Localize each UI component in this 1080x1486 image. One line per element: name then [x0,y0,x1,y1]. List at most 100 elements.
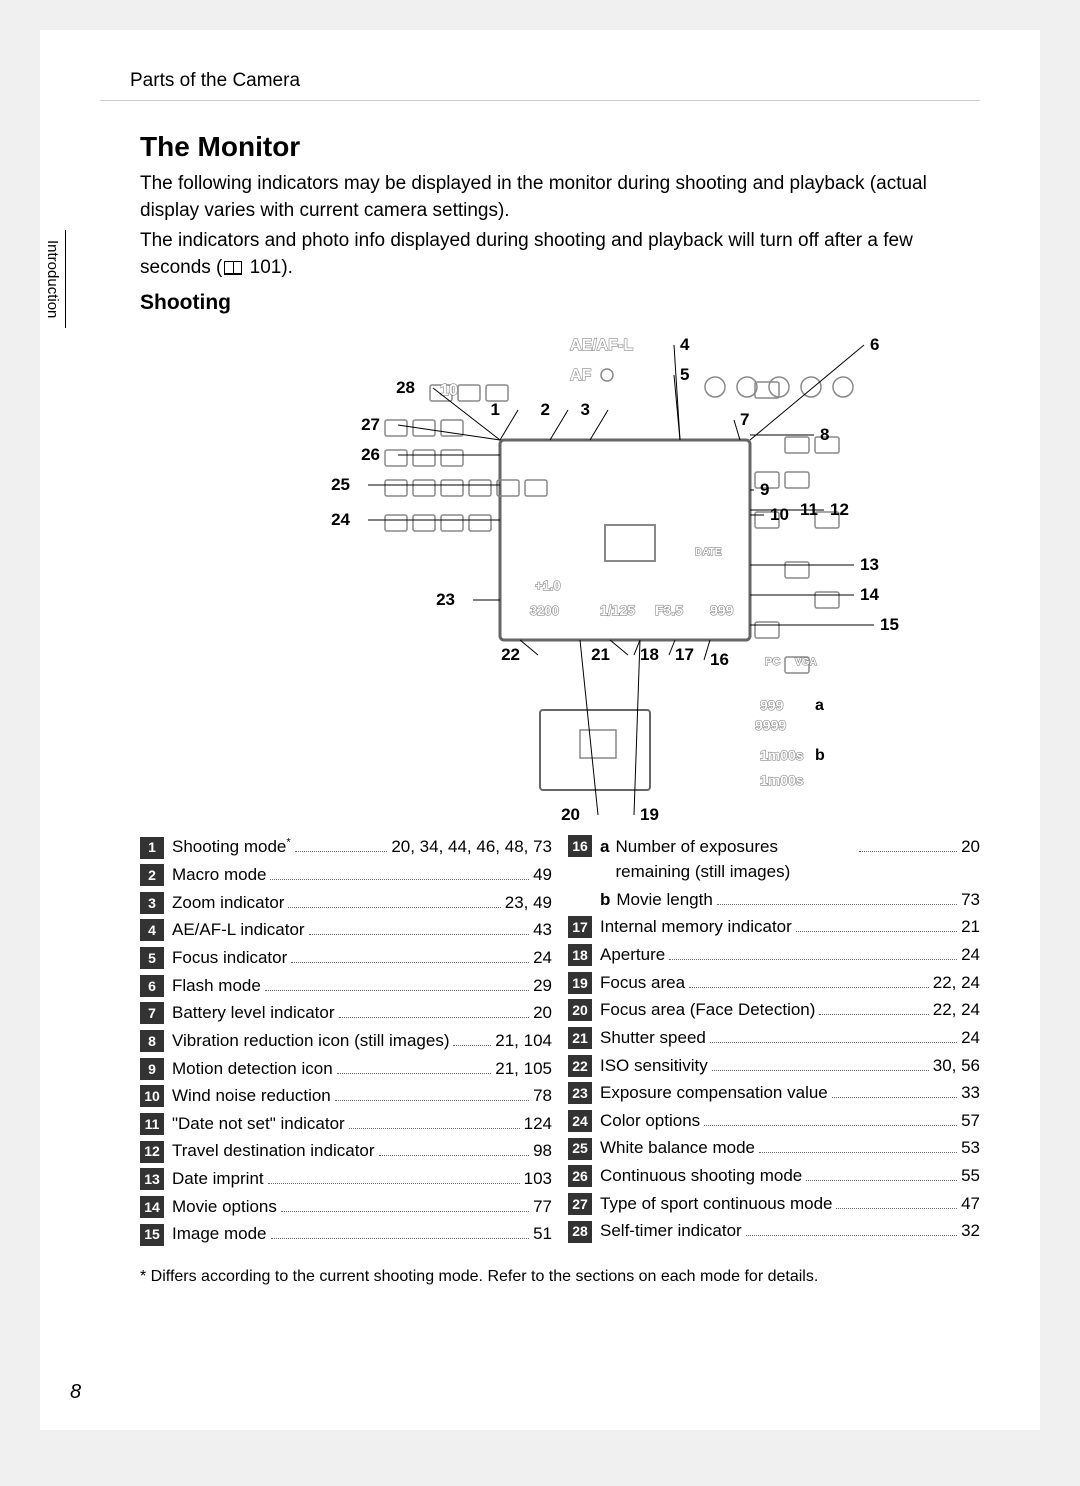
monitor-diagram: AE/AF-LAF10+1.032001/125F3.599999999991m… [220,325,900,825]
legend-number: 9 [140,1058,164,1080]
section-tab: Introduction [40,230,66,328]
legend-row: 2Macro mode49 [140,863,552,888]
legend-number: 12 [140,1141,164,1163]
legend-left-column: 1Shooting mode*20, 34, 44, 46, 48, 732Ma… [140,835,552,1250]
svg-text:1/125: 1/125 [600,602,635,618]
legend-number: 11 [140,1113,164,1135]
legend-row: 19Focus area22, 24 [568,971,980,996]
book-icon [224,261,242,275]
svg-text:4: 4 [680,335,690,354]
legend-pages: 22, 24 [933,998,980,1023]
footnote: * Differs according to the current shoot… [140,1268,980,1286]
header-breadcrumb: Parts of the Camera [100,70,980,101]
svg-text:26: 26 [361,445,380,464]
legend-row: 00bMovie length73 [568,888,980,913]
svg-text:14: 14 [860,585,879,604]
legend-row: 1 Shooting mode* 20, 34, 44, 46, 48, 73 [140,835,552,860]
legend-number: 23 [568,1082,592,1104]
legend-number: 8 [140,1030,164,1052]
legend-number: 24 [568,1110,592,1132]
legend-label: Zoom indicator [172,891,284,916]
legend-number: 17 [568,916,592,938]
svg-text:3: 3 [581,400,590,419]
legend-row: 21Shutter speed24 [568,1026,980,1051]
legend-label: Image mode [172,1222,267,1247]
legend-row: 18Aperture24 [568,943,980,968]
legend-pages: 24 [961,1026,980,1051]
legend-subkey: b [600,888,610,913]
svg-text:VGA: VGA [795,657,817,668]
legend-number: 7 [140,1002,164,1024]
legend-row: 27Type of sport continuous mode47 [568,1192,980,1217]
legend-number: 26 [568,1165,592,1187]
svg-text:7: 7 [740,410,749,429]
legend-row: 20Focus area (Face Detection)22, 24 [568,998,980,1023]
svg-text:2: 2 [541,400,550,419]
legend-pages: 20, 34, 44, 46, 48, 73 [391,835,552,860]
legend-number: 21 [568,1027,592,1049]
legend-pages: 20 [961,835,980,860]
svg-text:8: 8 [820,425,829,444]
legend-label: Shooting mode* [172,835,291,860]
legend-pages: 51 [533,1222,552,1247]
intro-text-1: The following indicators may be displaye… [140,171,980,224]
legend-pages: 53 [961,1136,980,1161]
svg-text:19: 19 [640,805,659,824]
legend-label: AE/AF-L indicator [172,918,305,943]
legend-label: Battery level indicator [172,1001,335,1026]
legend-pages: 20 [533,1001,552,1026]
svg-text:999: 999 [710,602,734,618]
legend-number: 14 [140,1196,164,1218]
legend-pages: 24 [533,946,552,971]
page-number: 8 [70,1381,81,1404]
legend-pages: 21, 104 [495,1029,552,1054]
legend-subkey: a [600,835,609,860]
legend-label: Number of exposures remaining (still ima… [615,835,855,884]
legend-row: 3Zoom indicator23, 49 [140,891,552,916]
svg-text:10: 10 [770,505,789,524]
svg-text:F3.5: F3.5 [655,602,683,618]
legend-row: 14Movie options77 [140,1195,552,1220]
legend-row: 24Color options57 [568,1109,980,1134]
legend-label: Wind noise reduction [172,1084,331,1109]
legend-number: 19 [568,972,592,994]
svg-text:9: 9 [760,480,769,499]
legend-row: 4AE/AF-L indicator43 [140,918,552,943]
legend-pages: 55 [961,1164,980,1189]
legend-pages: 24 [961,943,980,968]
svg-text:17: 17 [675,645,694,664]
svg-text:AE/AF-L: AE/AF-L [570,337,633,354]
legend-row: 10Wind noise reduction78 [140,1084,552,1109]
svg-text:10: 10 [440,382,458,399]
legend-pages: 73 [961,888,980,913]
legend-label: Internal memory indicator [600,915,792,940]
svg-text:16: 16 [710,650,729,669]
legend-number: 10 [140,1085,164,1107]
svg-text:+1.0: +1.0 [535,578,561,593]
svg-text:a: a [815,697,824,714]
legend-label: Color options [600,1109,700,1134]
legend-label: Type of sport continuous mode [600,1192,832,1217]
legend-pages: 49 [533,863,552,888]
legend-number: 15 [140,1224,164,1246]
svg-text:AF: AF [570,367,592,384]
svg-text:22: 22 [501,645,520,664]
legend-number: 13 [140,1168,164,1190]
legend-number: 27 [568,1193,592,1215]
intro-text-2: The indicators and photo info displayed … [140,228,980,281]
legend-row: 11"Date not set" indicator124 [140,1112,552,1137]
legend-label: Macro mode [172,863,266,888]
legend-label: Continuous shooting mode [600,1164,802,1189]
legend-row: 26 Continuous shooting mode 55 [568,1164,980,1189]
svg-text:21: 21 [591,645,610,664]
svg-text:1m00s: 1m00s [760,772,804,788]
legend-row: 9Motion detection icon21, 105 [140,1057,552,1082]
subheading: Shooting [140,291,980,315]
legend-label: Aperture [600,943,665,968]
legend-row: 8Vibration reduction icon (still images)… [140,1029,552,1054]
legend-pages: 22, 24 [933,971,980,996]
legend-pages: 21 [961,915,980,940]
legend-number: 1 [140,837,164,859]
legend-pages: 21, 105 [495,1057,552,1082]
legend-label: Movie length [616,888,712,913]
